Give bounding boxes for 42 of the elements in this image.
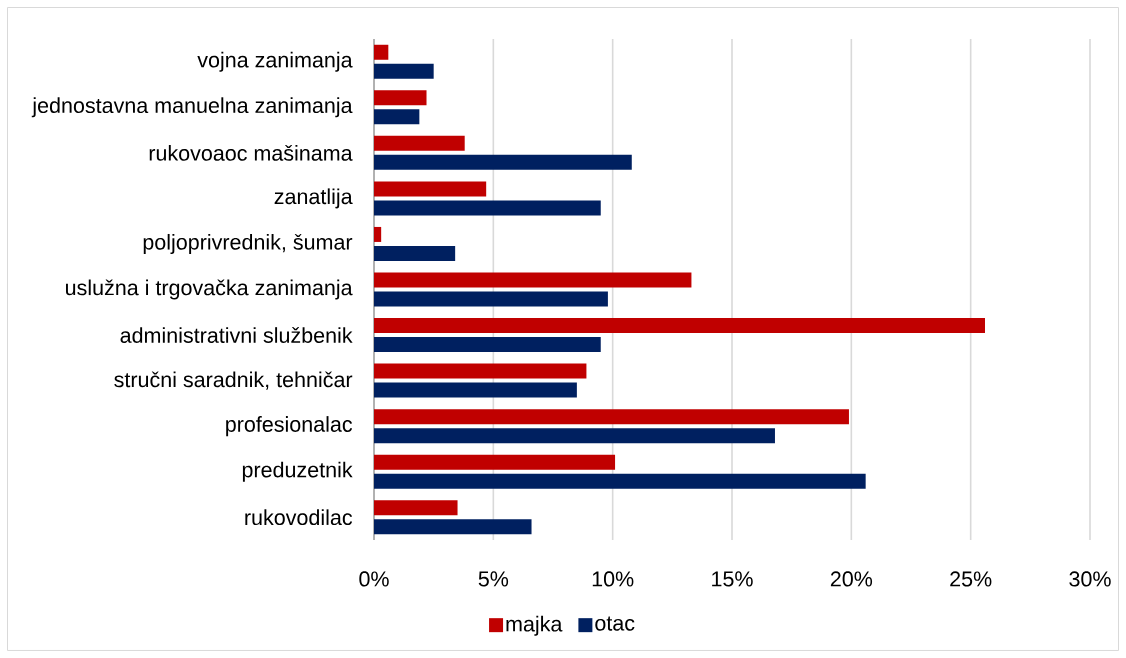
y-tick-label: profesionalac: [226, 416, 353, 437]
bar: [374, 181, 487, 197]
bar: [374, 382, 577, 398]
bar: [374, 90, 427, 106]
x-tick-label: 25%: [950, 571, 992, 587]
y-tick-label: administrativni službenik: [120, 327, 353, 343]
bar: [374, 473, 866, 489]
y-tick-label: stručni saradnik, tehničar: [114, 371, 353, 390]
bar: [374, 154, 632, 170]
y-tick-label: rukovoaoc mašinama: [149, 144, 353, 161]
bar: [374, 454, 616, 470]
x-tick-label: 0%: [359, 571, 389, 587]
x-tick-label: 5%: [478, 571, 509, 587]
legend-label: majka: [506, 615, 563, 636]
bar: [374, 44, 389, 60]
y-tick-label: vojna zanimanja: [197, 51, 353, 72]
y-tick-label: rukovodilac: [245, 509, 353, 526]
y-tick-label: poljoprivrednik, šumar: [143, 233, 353, 255]
bar: [374, 291, 608, 307]
bar: [374, 245, 456, 261]
bar: [374, 500, 458, 516]
y-tick-label: jednostavna manuelna zanimanja: [31, 97, 353, 118]
bar: [374, 109, 420, 125]
legend-label: otac: [595, 616, 635, 631]
bar: [374, 63, 434, 79]
bar: [374, 363, 587, 379]
y-tick-label: uslužna i trgovačka zanimanja: [66, 279, 353, 300]
bar: [374, 428, 775, 444]
bar: [374, 318, 985, 334]
y-tick-label: preduzetnik: [242, 461, 353, 482]
bar: [374, 409, 849, 425]
bar: [374, 519, 532, 535]
x-tick-label: 30%: [1069, 571, 1111, 587]
y-tick-label: zanatlija: [274, 188, 353, 209]
x-tick-label: 20%: [830, 571, 873, 587]
bar: [374, 226, 382, 242]
x-tick-label: 15%: [712, 571, 753, 587]
bar: [374, 200, 601, 216]
x-tick-label: 10%: [592, 571, 634, 587]
bar: [374, 272, 692, 288]
bar: [374, 337, 601, 353]
bar: [374, 135, 465, 151]
